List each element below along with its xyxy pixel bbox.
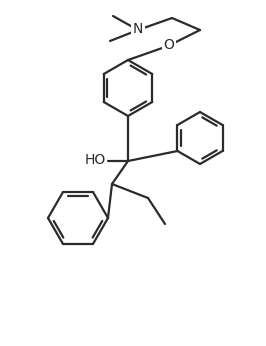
Text: HO: HO	[85, 153, 106, 167]
Text: N: N	[133, 22, 143, 36]
Text: O: O	[164, 38, 174, 52]
